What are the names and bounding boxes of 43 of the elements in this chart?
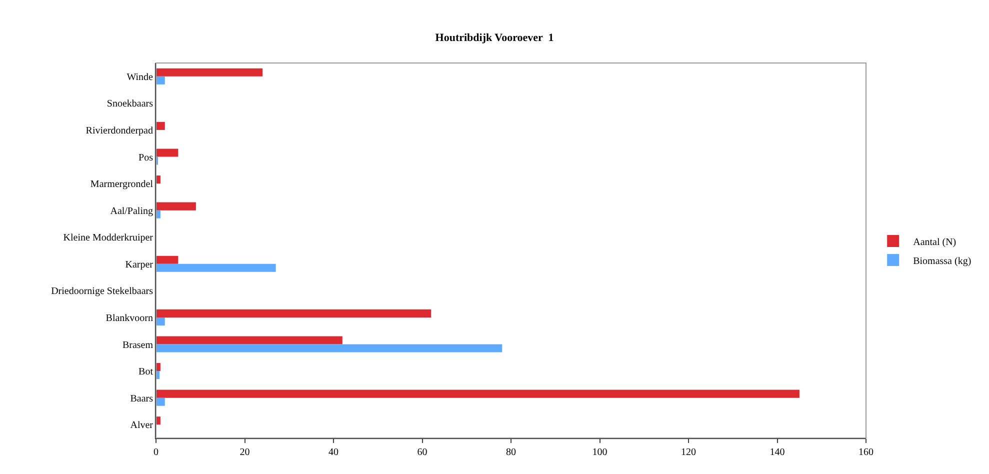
- bar: [156, 344, 502, 352]
- bar: [156, 309, 432, 318]
- bar: [156, 398, 165, 406]
- y-tick-label: Baars: [130, 393, 154, 404]
- bar: [156, 176, 160, 184]
- x-tick-label: 100: [592, 447, 608, 458]
- y-tick-label: Winde: [126, 72, 154, 83]
- bar: [156, 68, 262, 76]
- x-tick-label: 0: [154, 447, 158, 458]
- y-tick-label: Rivierdonderpad: [86, 125, 153, 136]
- bar: [156, 122, 165, 130]
- chart-title: Houtribdijk Vooroever 1: [435, 32, 554, 44]
- y-tick-label: Aal/Paling: [110, 206, 153, 217]
- y-tick-label: Marmergrondel: [90, 179, 154, 190]
- y-tick-label: Kleine Modderkruiper: [63, 232, 154, 244]
- x-tick-label: 80: [506, 447, 516, 458]
- bar: [156, 256, 178, 264]
- bar: [156, 148, 178, 157]
- y-tick-label: Blankvoorn: [106, 312, 153, 324]
- x-tick-label: 120: [681, 447, 696, 458]
- bar: [156, 390, 800, 398]
- legend-label: Aantal (N): [913, 236, 956, 248]
- bar: [156, 210, 160, 218]
- x-tick-label: 40: [328, 447, 338, 458]
- x-tick-label: 140: [770, 447, 785, 458]
- y-tick-label: Driedoornige Stekelbaars: [51, 286, 154, 298]
- x-tick-label: 60: [417, 447, 428, 458]
- x-tick-label: 20: [240, 447, 250, 458]
- x-tick-label: 160: [858, 447, 874, 458]
- bar: [156, 336, 342, 344]
- bar: [156, 264, 276, 272]
- bar: [156, 76, 165, 84]
- bar: [156, 317, 165, 326]
- y-tick-label: Karper: [125, 259, 154, 270]
- y-tick-label: Brasem: [122, 340, 154, 351]
- y-tick-label: Pos: [138, 152, 154, 164]
- bar: [156, 363, 160, 372]
- y-tick-label: Bot: [138, 366, 154, 378]
- y-tick-label: Snoekbaars: [106, 98, 154, 110]
- bar: [156, 202, 196, 210]
- legend-label: Biomassa (kg): [913, 256, 972, 267]
- y-tick-label: Alver: [130, 420, 154, 432]
- bar: [156, 416, 160, 425]
